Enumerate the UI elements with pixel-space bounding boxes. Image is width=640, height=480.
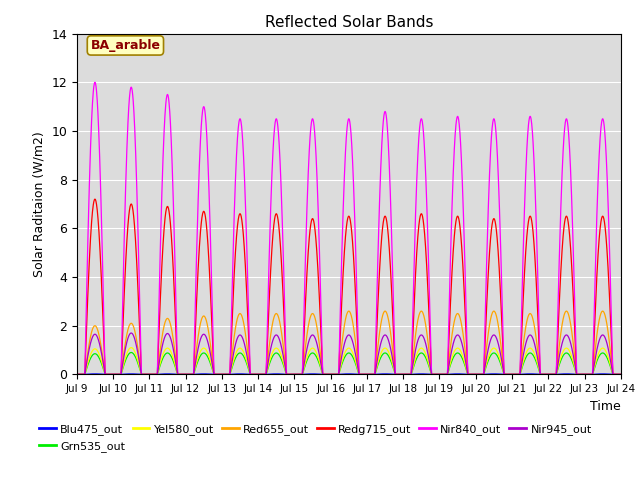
Y-axis label: Solar Raditaion (W/m2): Solar Raditaion (W/m2) bbox=[33, 131, 45, 277]
Title: Reflected Solar Bands: Reflected Solar Bands bbox=[264, 15, 433, 30]
Legend: Blu475_out, Grn535_out, Yel580_out, Red655_out, Redg715_out, Nir840_out, Nir945_: Blu475_out, Grn535_out, Yel580_out, Red6… bbox=[39, 424, 591, 452]
Text: BA_arable: BA_arable bbox=[90, 39, 161, 52]
X-axis label: Time: Time bbox=[590, 400, 621, 413]
